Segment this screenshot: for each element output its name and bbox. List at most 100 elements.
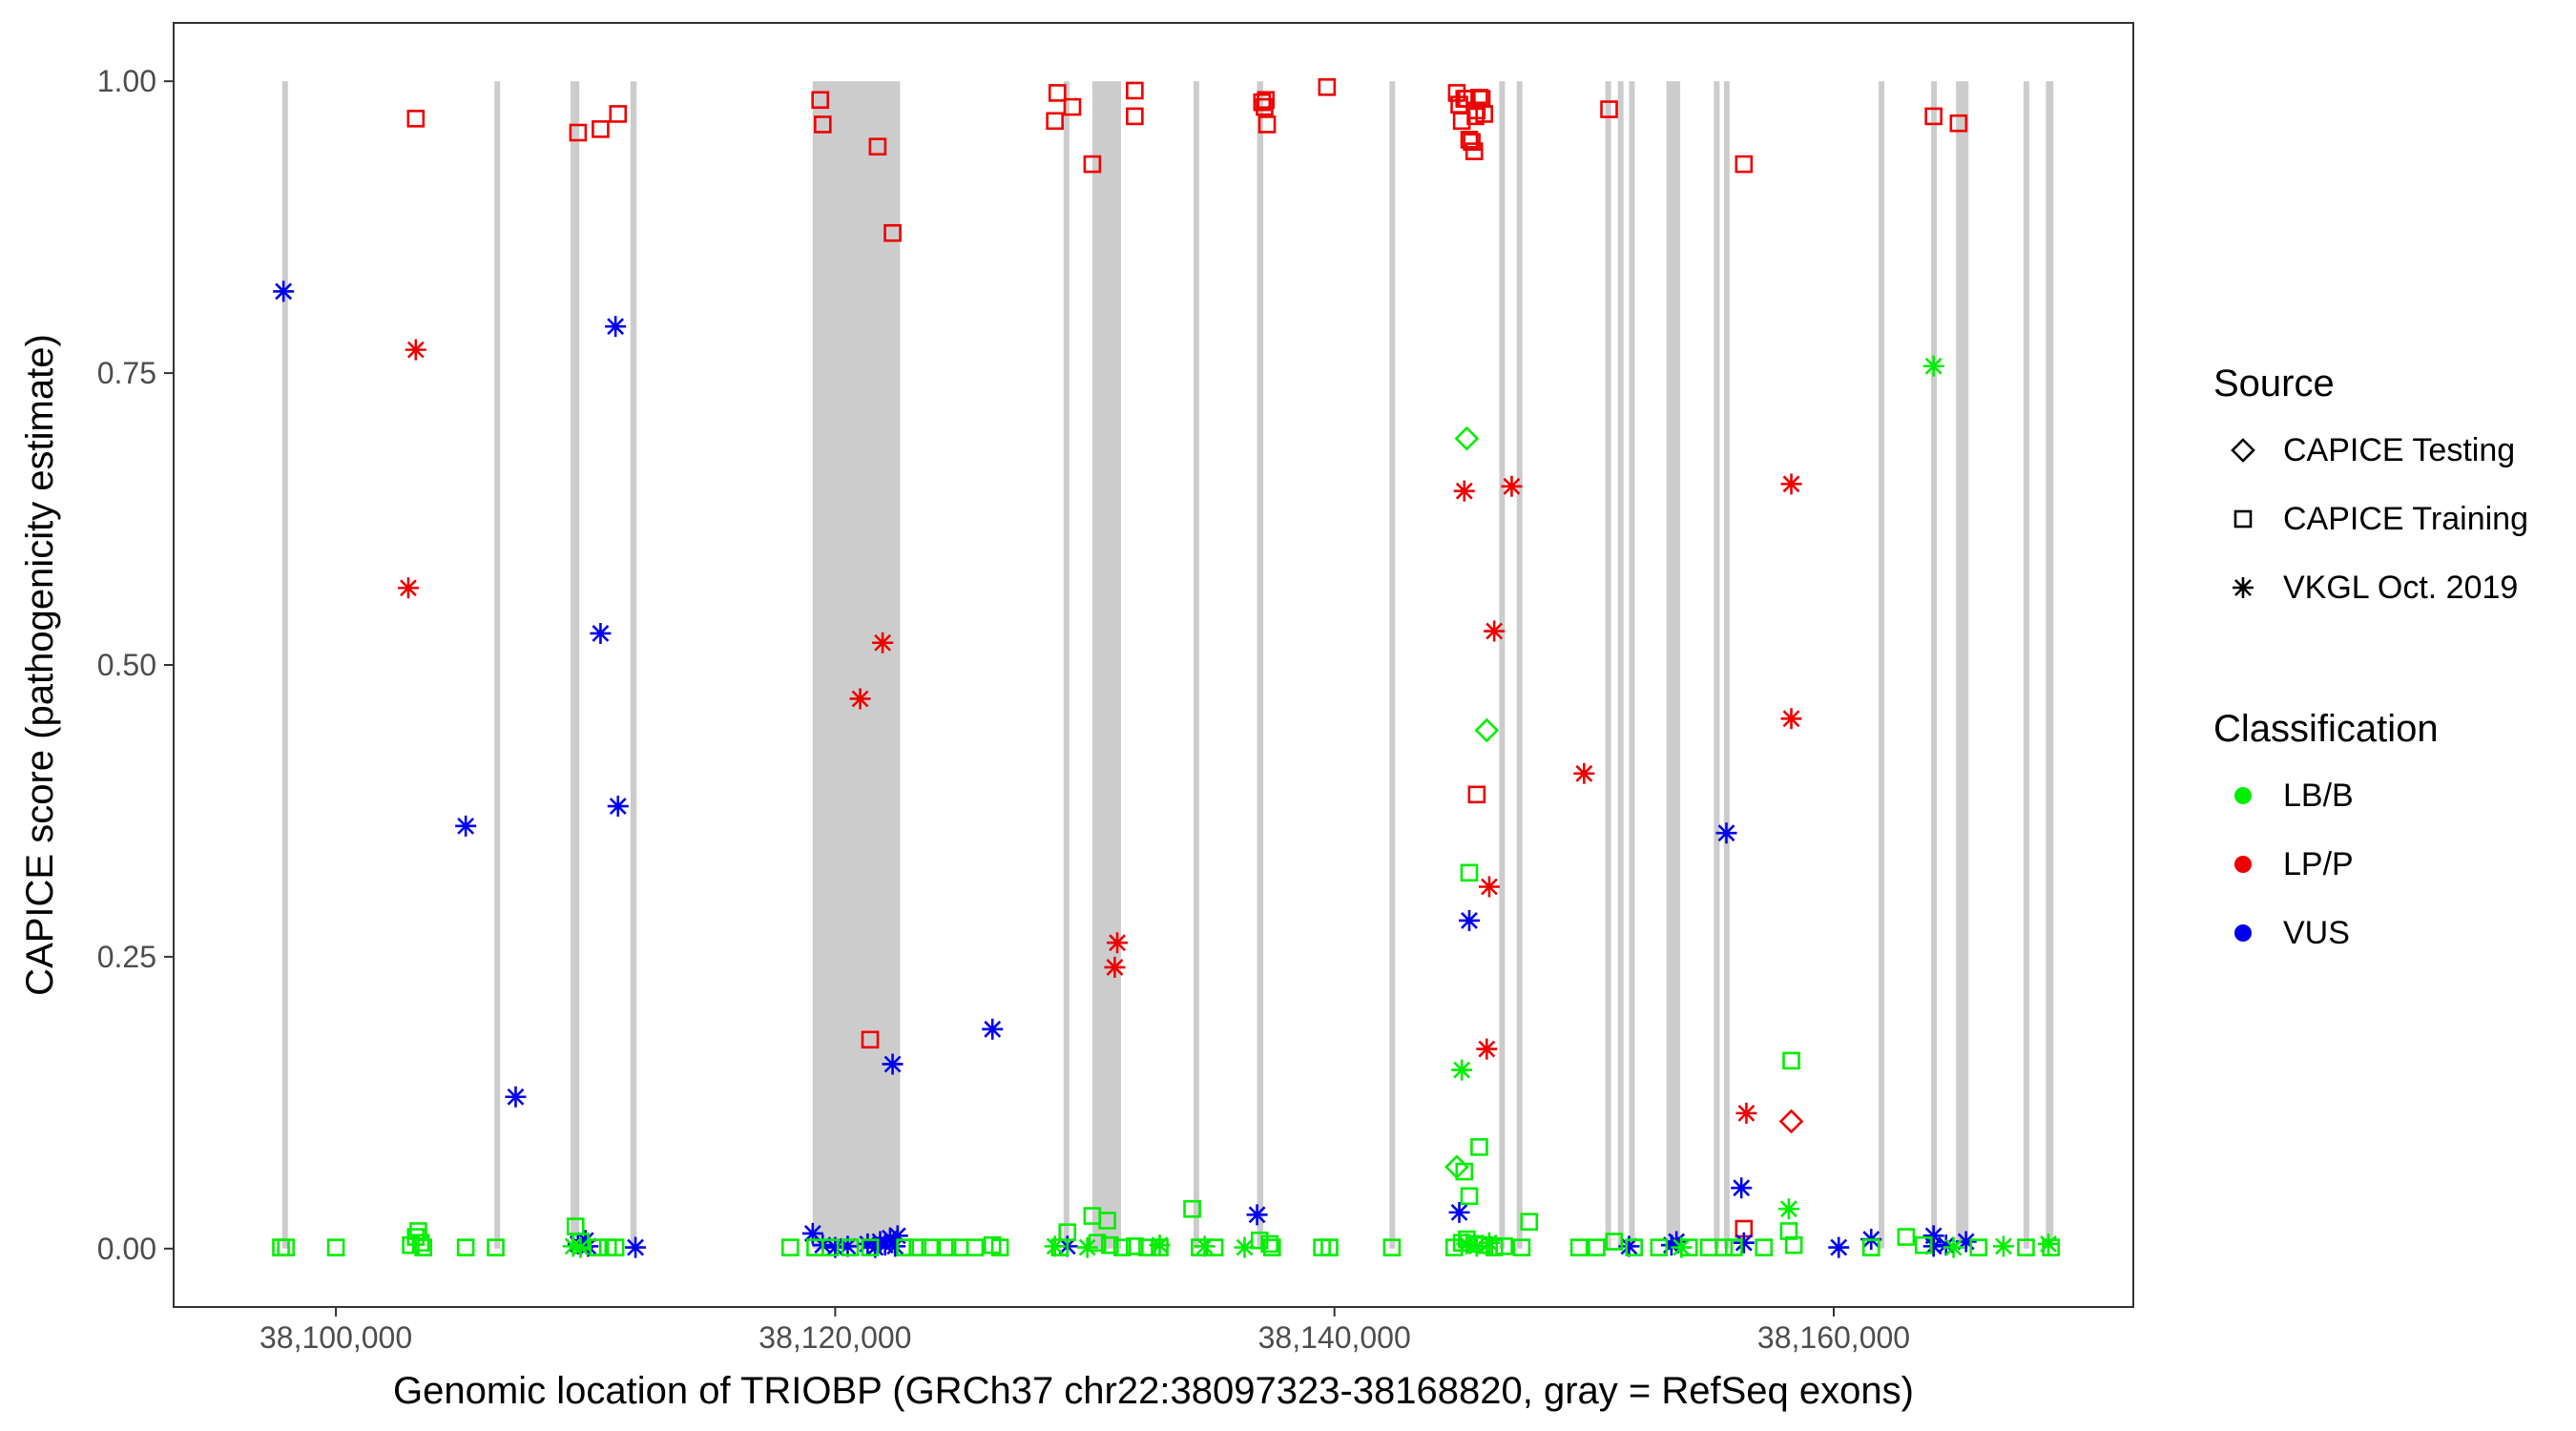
- exon-band: [1629, 81, 1635, 1249]
- data-point: [1512, 1238, 1531, 1256]
- data-point: [1484, 620, 1506, 642]
- data-point: [1452, 112, 1471, 131]
- data-point: [405, 339, 426, 361]
- data-point: [1107, 932, 1129, 954]
- data-point: [837, 1235, 859, 1257]
- legend: Source CAPICE Testing CAPICE Training VKGL…: [2213, 363, 2528, 951]
- data-point: [1183, 1199, 1201, 1218]
- data-point: [1478, 1232, 1500, 1254]
- exon-band: [1063, 81, 1070, 1249]
- data-point: [1478, 876, 1500, 898]
- data-point: [273, 280, 295, 302]
- data-point: [1463, 133, 1481, 152]
- data-point: [1455, 90, 1474, 108]
- data-point: [1126, 107, 1144, 126]
- data-point: [1149, 1234, 1171, 1256]
- data-point: [1456, 1233, 1478, 1255]
- legend-source-key: [2233, 577, 2254, 598]
- data-point: [1112, 1238, 1132, 1256]
- y-tick-label: 1.00: [97, 64, 156, 98]
- data-point: [1618, 1235, 1640, 1257]
- data-point: [896, 1238, 914, 1256]
- legend-class-label: LP/P: [2283, 846, 2354, 882]
- data-point: [1476, 1038, 1498, 1060]
- data-point: [609, 105, 628, 123]
- data-point: [606, 1238, 625, 1256]
- data-point: [1605, 1233, 1624, 1251]
- data-point: [1949, 114, 1968, 133]
- data-point: [1731, 1177, 1753, 1199]
- exon-band: [2046, 81, 2054, 1249]
- data-point: [1451, 1059, 1473, 1081]
- data-point: [1569, 1238, 1589, 1256]
- data-point: [1924, 107, 1942, 126]
- data-point: [2017, 1238, 2035, 1256]
- data-point: [886, 1225, 908, 1247]
- data-point: [1253, 93, 1272, 112]
- data-point: [1650, 1238, 1669, 1256]
- x-tick-label: 38,160,000: [1757, 1320, 1910, 1355]
- data-point: [1382, 1238, 1402, 1256]
- legend-source-label: VKGL Oct. 2019: [2283, 570, 2518, 606]
- data-point: [1467, 785, 1486, 804]
- data-point: [1063, 97, 1082, 116]
- data-point: [1048, 84, 1067, 102]
- legend-source-title: Source: [2213, 363, 2335, 404]
- data-point: [1573, 762, 1595, 784]
- data-point: [1520, 1213, 1539, 1231]
- data-point: [397, 577, 419, 599]
- data-point: [1470, 1138, 1488, 1156]
- data-point: [1460, 863, 1479, 882]
- exon-band: [1723, 81, 1730, 1249]
- data-point: [1262, 1238, 1281, 1256]
- legend-source-key: [2233, 509, 2253, 529]
- y-tick-label: 0.00: [97, 1232, 156, 1266]
- data-point: [1922, 1225, 1944, 1247]
- data-point: [1320, 1238, 1339, 1256]
- legend-source-label: CAPICE Testing: [2283, 432, 2515, 468]
- data-point: [455, 815, 477, 837]
- data-point: [1922, 355, 1944, 377]
- data-point: [409, 1222, 427, 1240]
- data-point: [1897, 1228, 1916, 1246]
- data-point: [1465, 142, 1484, 160]
- data-point: [569, 123, 588, 142]
- data-point: [1914, 1235, 1933, 1255]
- data-point: [861, 1238, 880, 1256]
- data-point: [574, 1230, 596, 1252]
- data-point: [1828, 1236, 1850, 1258]
- data-point: [1088, 1234, 1107, 1252]
- data-point: [1460, 131, 1479, 149]
- data-point: [1076, 1236, 1098, 1258]
- legend-class-title: Classification: [2213, 708, 2439, 750]
- exon-band: [812, 81, 901, 1249]
- data-points: [272, 78, 2060, 1258]
- data-point: [882, 1053, 904, 1075]
- data-point: [1861, 1238, 1880, 1256]
- data-point: [1779, 1222, 1798, 1240]
- exon-band: [1617, 81, 1624, 1249]
- legend-source-label: CAPICE Training: [2283, 501, 2528, 537]
- data-point: [861, 1030, 880, 1049]
- data-point: [1922, 1235, 1944, 1257]
- data-point: [1935, 1234, 1957, 1256]
- data-point: [884, 1235, 906, 1257]
- exon-band: [1605, 81, 1611, 1249]
- data-point: [821, 1238, 840, 1256]
- x-axis-title: Genomic location of TRIOBP (GRCh37 chr22…: [393, 1370, 1914, 1412]
- data-point: [505, 1086, 527, 1108]
- exon-band: [630, 81, 637, 1249]
- data-point: [1126, 1237, 1144, 1255]
- data-point: [1472, 90, 1491, 108]
- y-tick-label: 0.50: [97, 648, 156, 682]
- data-point: [801, 1222, 823, 1244]
- data-point: [1780, 473, 1802, 495]
- data-point: [1046, 112, 1064, 131]
- exon-band: [1257, 81, 1264, 1249]
- data-point: [938, 1238, 957, 1256]
- legend-class-label: VUS: [2283, 915, 2350, 951]
- data-point: [1778, 1109, 1804, 1134]
- data-point: [456, 1238, 475, 1256]
- exon-bands: [281, 81, 2054, 1249]
